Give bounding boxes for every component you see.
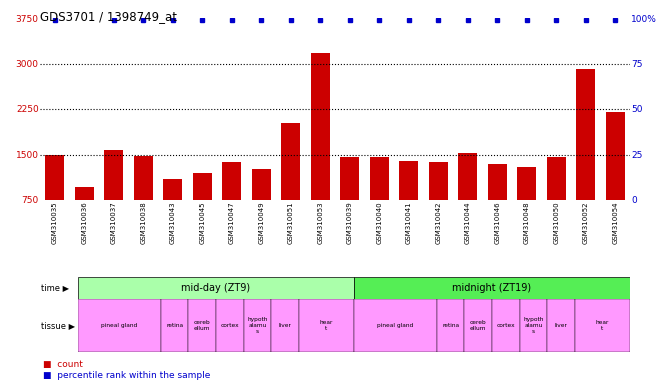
Text: GSM310039: GSM310039 [346,202,352,244]
Text: GSM310048: GSM310048 [524,202,530,244]
Bar [458,153,477,200]
Text: liver: liver [279,323,292,328]
Bar [354,299,437,352]
Bar [428,162,448,200]
Text: GSM310045: GSM310045 [199,202,205,244]
Bar [45,155,64,200]
Text: cortex: cortex [220,323,239,328]
Bar [576,69,595,200]
Bar [465,299,492,352]
Text: GSM310051: GSM310051 [288,202,294,244]
Text: GSM310050: GSM310050 [553,202,559,244]
Bar [222,162,242,200]
Bar [251,169,271,200]
Bar [517,167,537,200]
Bar [519,299,547,352]
Bar [399,161,418,200]
Text: GSM310053: GSM310053 [317,202,323,244]
Text: liver: liver [554,323,568,328]
Bar [216,299,244,352]
Text: GSM310037: GSM310037 [111,202,117,244]
Text: midnight (ZT19): midnight (ZT19) [453,283,531,293]
Bar [104,150,123,200]
Text: cereb
ellum: cereb ellum [194,320,211,331]
Text: pineal gland: pineal gland [378,323,414,328]
Bar [193,173,212,200]
Text: retina: retina [166,323,183,328]
Bar [340,157,359,200]
Bar [75,187,94,200]
Text: hypoth
alamu
s: hypoth alamu s [248,317,267,334]
Text: hypoth
alamu
s: hypoth alamu s [523,317,544,334]
Bar [311,53,330,200]
Bar [370,157,389,200]
Text: GSM310046: GSM310046 [494,202,500,244]
Bar [546,157,566,200]
Text: cereb
ellum: cereb ellum [470,320,486,331]
Bar [281,123,300,200]
Text: GSM310040: GSM310040 [376,202,382,244]
Text: retina: retina [442,323,459,328]
Text: GSM310052: GSM310052 [583,202,589,244]
Bar [488,164,507,200]
Text: GSM310047: GSM310047 [229,202,235,244]
Bar [492,299,519,352]
Bar [354,277,630,299]
Bar [271,299,299,352]
Text: time ▶: time ▶ [41,283,69,293]
Bar [78,299,161,352]
Text: GSM310038: GSM310038 [140,202,147,244]
Text: hear
t: hear t [319,320,333,331]
Text: tissue ▶: tissue ▶ [41,321,75,330]
Bar [606,112,625,200]
Text: GSM310043: GSM310043 [170,202,176,244]
Bar [547,299,575,352]
Text: GDS3701 / 1398749_at: GDS3701 / 1398749_at [40,10,177,23]
Text: ■  count: ■ count [44,360,83,369]
Text: GSM310044: GSM310044 [465,202,471,244]
Bar [299,299,354,352]
Text: ■  percentile rank within the sample: ■ percentile rank within the sample [44,371,211,380]
Text: GSM310049: GSM310049 [258,202,264,244]
Bar [437,299,465,352]
Bar [134,156,153,200]
Bar [78,277,354,299]
Text: pineal gland: pineal gland [101,323,137,328]
Bar [244,299,271,352]
Text: hear
t: hear t [596,320,609,331]
Bar [161,299,188,352]
Text: GSM310054: GSM310054 [612,202,618,244]
Text: mid-day (ZT9): mid-day (ZT9) [182,283,251,293]
Text: GSM310041: GSM310041 [406,202,412,244]
Bar [188,299,216,352]
Text: cortex: cortex [496,323,515,328]
Text: GSM310036: GSM310036 [81,202,87,244]
Text: GSM310042: GSM310042 [435,202,442,244]
Bar [575,299,630,352]
Text: GSM310035: GSM310035 [51,202,58,244]
Bar [163,179,182,200]
